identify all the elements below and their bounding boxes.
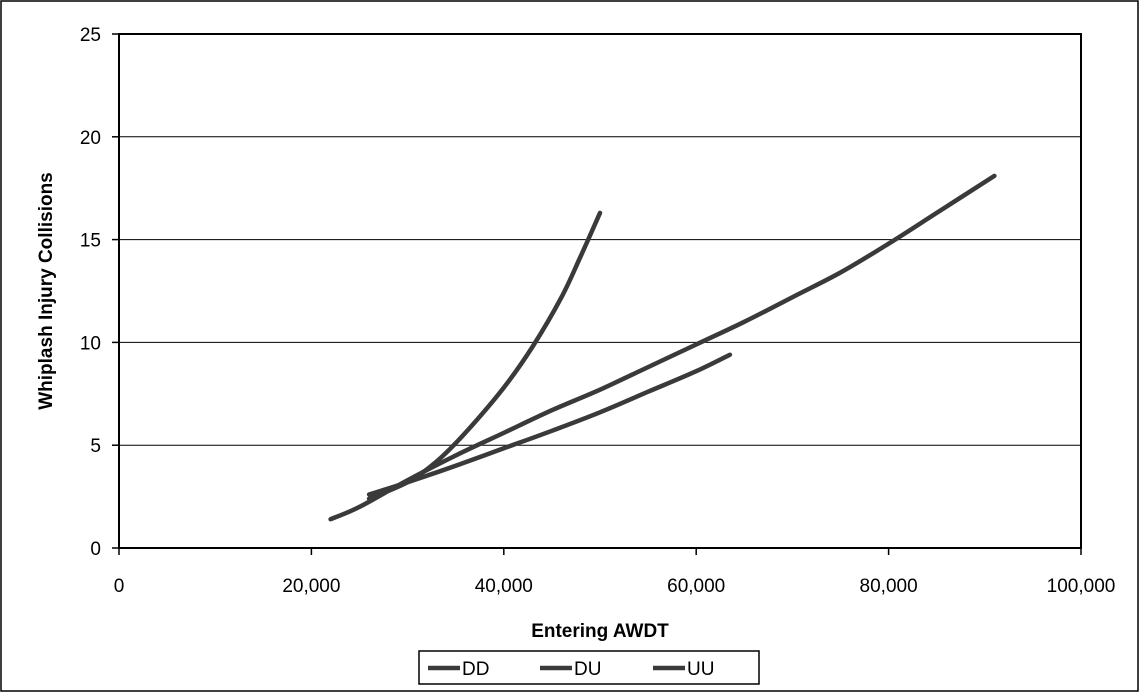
y-tick-label: 20	[80, 128, 101, 149]
legend-box	[418, 650, 760, 685]
legend-label-uu: UU	[687, 659, 714, 680]
x-tick-label: 0	[114, 576, 125, 597]
series-line-uu	[366, 210, 603, 501]
x-tick-label: 60,000	[667, 576, 725, 597]
y-axis-title: Whiplash Injury Collisions	[36, 172, 57, 410]
legend-label-dd: DD	[462, 659, 489, 680]
y-tick-label: 5	[90, 436, 101, 457]
series-line-dd	[366, 352, 733, 497]
legend: DD DU UU	[418, 650, 760, 685]
y-tick-label: 15	[80, 231, 101, 252]
y-tick-label: 10	[80, 333, 101, 354]
plot-area-border	[118, 33, 1082, 549]
x-tick-label: 80,000	[860, 576, 918, 597]
legend-label-du: DU	[574, 659, 601, 680]
y-tick-label: 25	[80, 25, 101, 46]
x-tick-label: 40,000	[475, 576, 533, 597]
x-tick-label: 100,000	[1047, 576, 1116, 597]
x-tick-label: 20,000	[282, 576, 340, 597]
x-axis-title: Entering AWDT	[531, 621, 669, 642]
y-tick-label: 0	[90, 539, 101, 560]
